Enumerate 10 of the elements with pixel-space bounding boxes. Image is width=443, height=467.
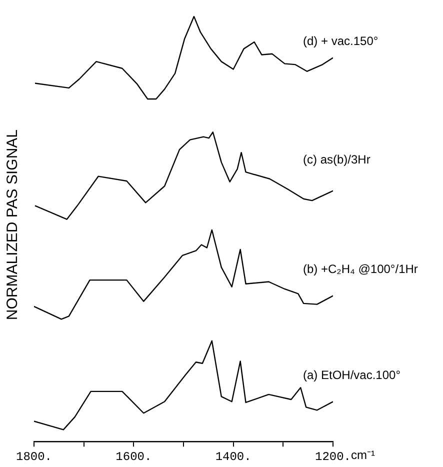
series-label: (a) EtOH/vac.100° xyxy=(303,368,401,382)
x-tick-label: 1400. xyxy=(215,450,252,464)
x-tick-label: 1200. xyxy=(314,450,352,464)
x-tick-label: 1600. xyxy=(116,450,152,464)
y-axis-title: NORMALIZED PAS SIGNAL xyxy=(4,129,22,320)
x-axis-title: cm⁻¹ xyxy=(351,448,375,462)
series-label: (d) + vac.150° xyxy=(303,34,378,48)
series-label: (b) +C₂H₄ @100°/1Hr xyxy=(303,262,418,276)
x-tick-label: 1800. xyxy=(16,450,52,464)
text: (c) as(b)/3Hr xyxy=(303,152,370,166)
